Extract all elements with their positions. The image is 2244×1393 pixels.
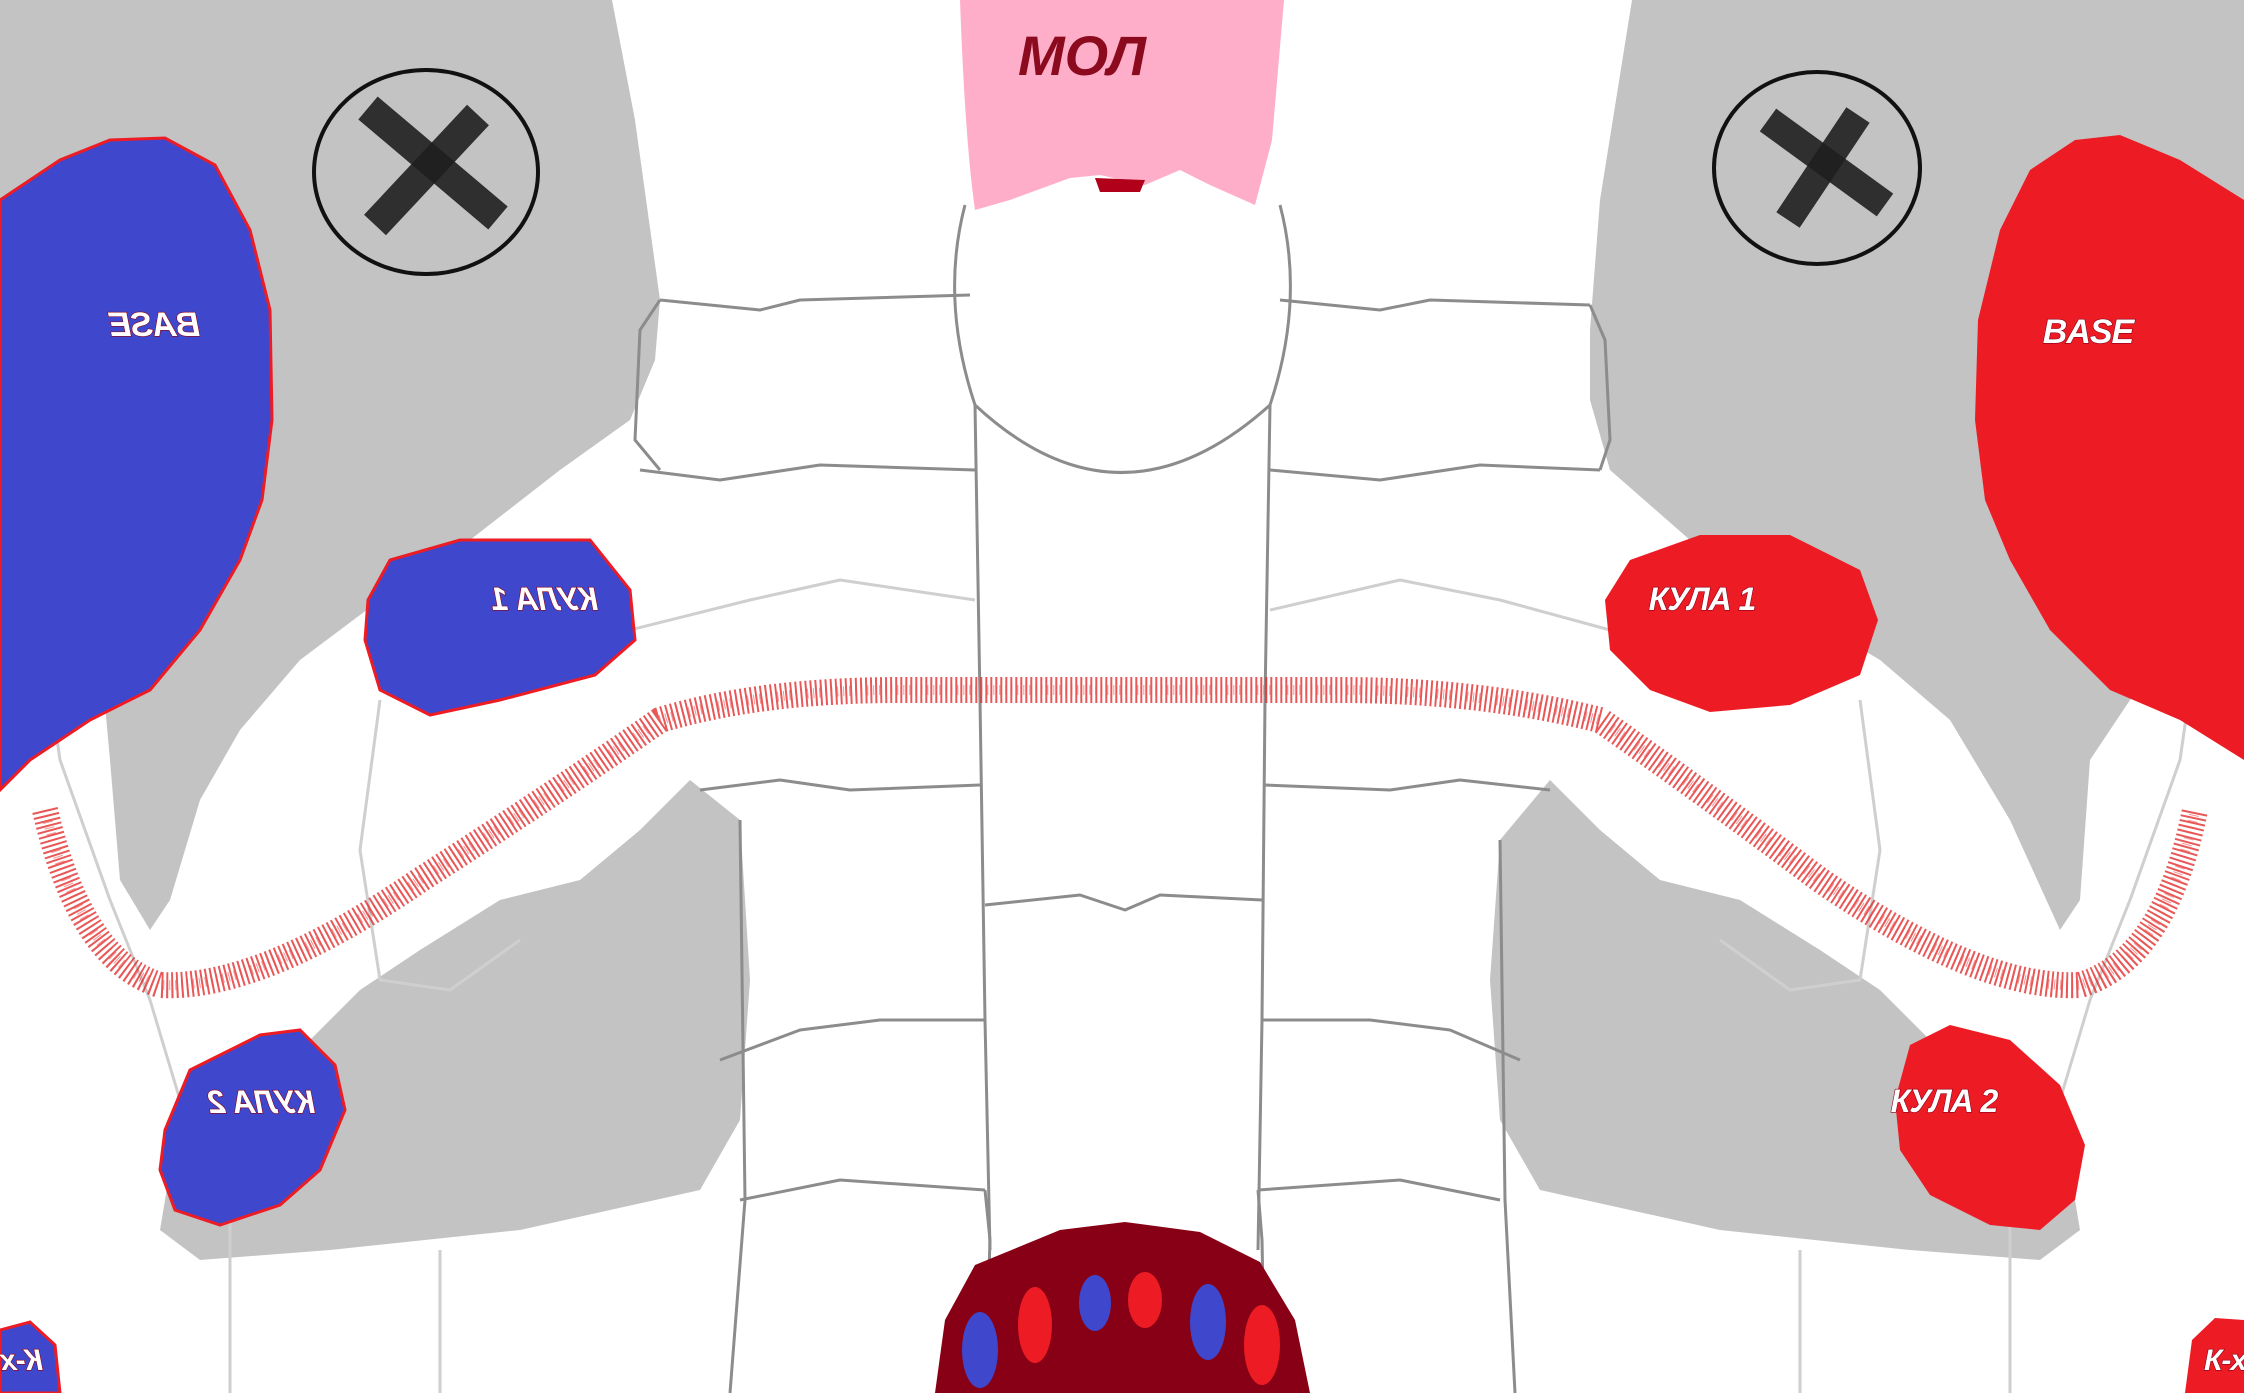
mall-area[interactable]: МОЛ bbox=[960, 0, 1284, 210]
blue-corner-label: К-х bbox=[0, 1344, 43, 1377]
red-spawn-point bbox=[1018, 1287, 1052, 1363]
red-corner-zone[interactable]: К-х bbox=[2185, 1318, 2244, 1393]
red-corner-label: К-х bbox=[2204, 1344, 2244, 1377]
blue-spawn-point bbox=[1190, 1284, 1226, 1360]
map-walls bbox=[38, 204, 2202, 1393]
red-tower-1-label: КУЛА 1 bbox=[1649, 581, 1756, 617]
blue-spawn-point bbox=[1079, 1275, 1111, 1331]
blue-base[interactable]: BASE bbox=[0, 136, 274, 793]
blue-tower-1[interactable]: КУЛА 1 bbox=[363, 538, 637, 717]
mall-label: МОЛ bbox=[1018, 24, 1147, 87]
red-spawn-point bbox=[1128, 1272, 1162, 1328]
route-path bbox=[32, 676, 2208, 999]
blue-spawn-point bbox=[962, 1312, 998, 1388]
red-tower-2[interactable]: КУЛА 2 bbox=[1890, 1025, 2085, 1230]
blue-corner-zone[interactable]: К-х bbox=[0, 1320, 62, 1393]
blue-tower-2-label: КУЛА 2 bbox=[207, 1084, 315, 1120]
red-tower-2-label: КУЛА 2 bbox=[1891, 1083, 1999, 1119]
x-mark-icon[interactable] bbox=[312, 68, 540, 276]
red-base-label: BASE bbox=[2043, 313, 2136, 351]
x-mark-icon[interactable] bbox=[1712, 70, 1922, 266]
red-spawn-point bbox=[1244, 1305, 1280, 1385]
blue-tower-2[interactable]: КУЛА 2 bbox=[158, 1028, 347, 1227]
red-tower-1[interactable]: КУЛА 1 bbox=[1605, 535, 1878, 712]
bottom-spawn-zone[interactable] bbox=[935, 1222, 1310, 1393]
blue-base-label: BASE bbox=[107, 306, 200, 344]
blue-tower-1-label: КУЛА 1 bbox=[491, 581, 598, 617]
red-base[interactable]: BASE bbox=[1975, 135, 2244, 760]
